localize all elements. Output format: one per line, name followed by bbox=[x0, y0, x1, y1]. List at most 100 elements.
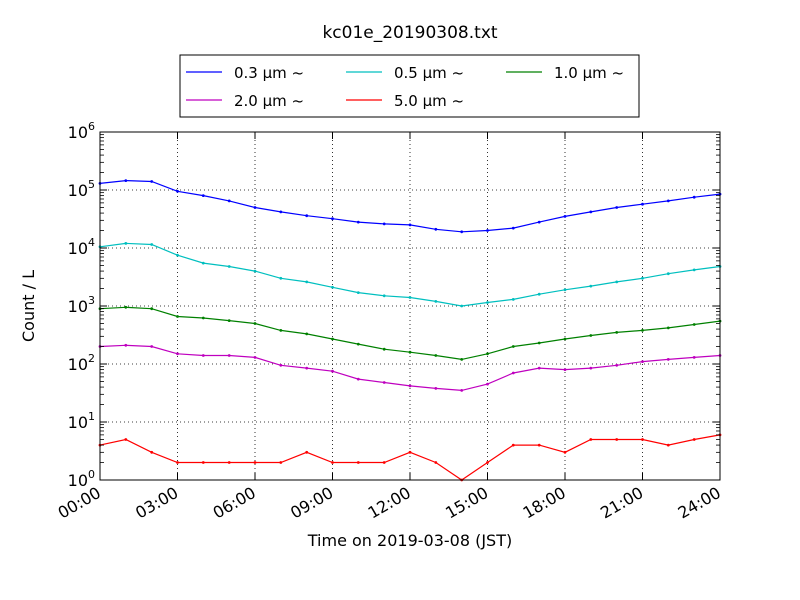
data-point bbox=[615, 331, 619, 334]
data-point bbox=[227, 461, 231, 464]
data-point bbox=[615, 438, 619, 441]
data-point bbox=[253, 269, 257, 273]
data-point bbox=[331, 461, 334, 464]
data-point bbox=[124, 343, 128, 347]
data-point bbox=[382, 294, 386, 298]
data-point bbox=[253, 206, 257, 209]
series-group bbox=[98, 179, 722, 482]
data-point bbox=[408, 350, 412, 354]
data-point bbox=[331, 337, 334, 341]
legend-label: 2.0 μm ~ bbox=[234, 92, 304, 110]
plot-area bbox=[98, 131, 722, 482]
data-point bbox=[563, 337, 567, 341]
series-3 bbox=[98, 343, 722, 392]
y-tick-label: 101 bbox=[68, 410, 95, 432]
data-point bbox=[356, 461, 360, 464]
data-point bbox=[434, 300, 438, 303]
data-point bbox=[227, 265, 231, 268]
data-point bbox=[434, 387, 438, 390]
chart-title: kc01e_20190308.txt bbox=[322, 23, 497, 43]
data-point bbox=[331, 285, 334, 289]
x-tick-label: 24:00 bbox=[675, 483, 724, 523]
data-point bbox=[537, 443, 541, 447]
data-point bbox=[666, 272, 670, 276]
series-4 bbox=[98, 433, 722, 482]
data-point bbox=[563, 215, 567, 218]
x-axis: 00:00 03:00 06:00 09:00 12:00 15:00 18:00 21:00… bbox=[55, 483, 724, 523]
data-point bbox=[563, 288, 567, 292]
data-point bbox=[356, 377, 360, 381]
data-point bbox=[486, 229, 489, 232]
data-point bbox=[150, 243, 154, 246]
data-point bbox=[253, 461, 257, 464]
data-point bbox=[408, 384, 412, 388]
data-point bbox=[511, 298, 515, 301]
data-point bbox=[408, 223, 412, 227]
data-point bbox=[124, 179, 128, 183]
x-axis-label: Time on 2019-03-08 (JST) bbox=[307, 531, 512, 550]
legend-frame bbox=[179, 54, 640, 118]
series-0 bbox=[98, 179, 722, 234]
data-point bbox=[253, 356, 257, 359]
data-point bbox=[227, 199, 231, 203]
data-point bbox=[201, 316, 205, 320]
data-point bbox=[253, 322, 257, 325]
data-point bbox=[486, 352, 489, 356]
x-tick-label: 03:00 bbox=[132, 483, 181, 523]
data-point bbox=[150, 180, 154, 183]
data-point bbox=[176, 253, 179, 257]
data-point bbox=[615, 280, 619, 284]
x-tick-label: 15:00 bbox=[442, 483, 491, 523]
data-point bbox=[641, 329, 644, 332]
y-tick-label: 103 bbox=[68, 294, 95, 316]
data-point bbox=[486, 301, 489, 304]
data-point bbox=[305, 332, 309, 336]
legend-label: 5.0 μm ~ bbox=[394, 92, 464, 110]
legend-label: 0.5 μm ~ bbox=[394, 64, 464, 82]
data-point bbox=[227, 319, 231, 322]
data-point bbox=[150, 345, 154, 348]
data-point bbox=[408, 450, 412, 454]
data-point bbox=[331, 369, 334, 373]
data-point bbox=[279, 276, 283, 280]
data-point bbox=[641, 438, 644, 441]
data-point bbox=[511, 371, 515, 375]
x-tick-label: 06:00 bbox=[210, 483, 259, 523]
data-point bbox=[382, 347, 386, 351]
data-point bbox=[279, 210, 283, 214]
data-point bbox=[615, 206, 619, 209]
data-point bbox=[408, 296, 412, 299]
data-point bbox=[692, 356, 696, 359]
data-point bbox=[537, 341, 541, 345]
data-point bbox=[356, 291, 360, 294]
x-tick-label: 09:00 bbox=[287, 483, 336, 523]
y-tick-label: 105 bbox=[68, 178, 95, 200]
data-point bbox=[692, 195, 696, 199]
data-point bbox=[305, 450, 309, 454]
data-point bbox=[279, 329, 283, 332]
data-point bbox=[150, 450, 154, 454]
data-point bbox=[589, 438, 593, 441]
data-point bbox=[201, 194, 205, 198]
data-point bbox=[511, 226, 515, 230]
data-point bbox=[382, 222, 386, 226]
data-point bbox=[201, 461, 205, 464]
data-point bbox=[124, 305, 128, 309]
data-point bbox=[563, 450, 567, 454]
data-point bbox=[356, 220, 360, 224]
legend: 0.3 μm ~ 0.5 μm ~ 1.0 μm ~ 2.0 μm ~ 5.0 μm ~ bbox=[179, 54, 640, 118]
data-point bbox=[305, 280, 309, 284]
data-point bbox=[150, 307, 154, 311]
data-point bbox=[486, 382, 489, 386]
data-point bbox=[666, 443, 670, 447]
y-tick-label: 104 bbox=[68, 236, 95, 258]
data-point bbox=[615, 363, 619, 367]
data-point bbox=[666, 326, 670, 330]
data-point bbox=[511, 443, 515, 447]
data-point bbox=[176, 189, 179, 193]
data-point bbox=[460, 230, 464, 234]
data-point bbox=[589, 210, 593, 214]
series-1 bbox=[98, 242, 722, 308]
x-tick-label: 12:00 bbox=[365, 483, 414, 523]
y-tick-label: 102 bbox=[68, 352, 95, 374]
